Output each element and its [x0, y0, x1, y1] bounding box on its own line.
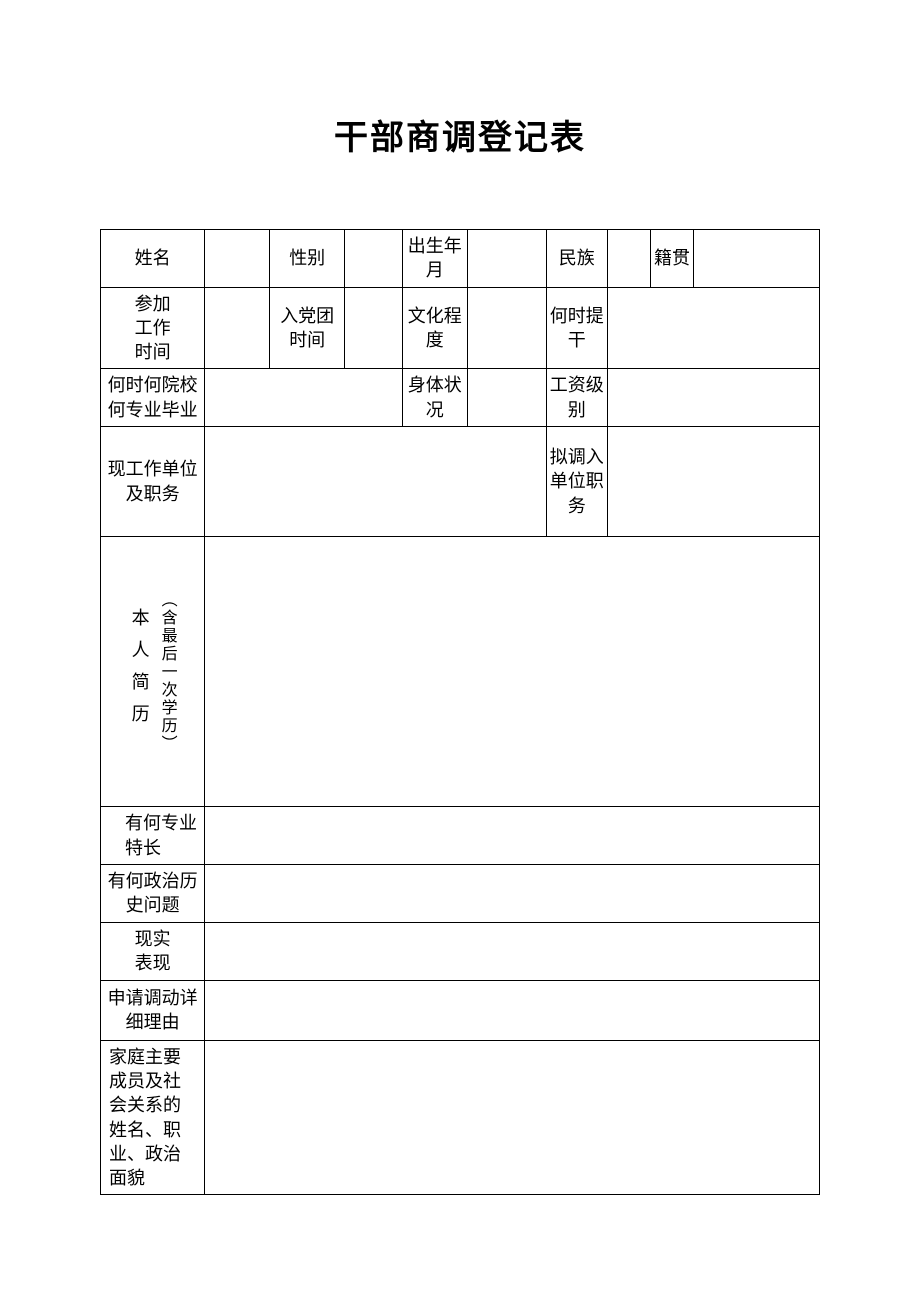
label-health: 身体状况	[402, 369, 467, 427]
value-party-time	[345, 287, 403, 369]
label-work-time: 参加 工作 时间	[101, 287, 205, 369]
value-target-job	[607, 427, 819, 537]
label-reason: 申请调动详细理由	[101, 980, 205, 1040]
value-native	[694, 230, 820, 288]
label-grad-school: 何时何院校何专业毕业	[101, 369, 205, 427]
label-family: 家庭主要成员及社会关系的姓名、职业、政治面貌	[101, 1040, 205, 1195]
value-health	[467, 369, 546, 427]
value-wage-level	[607, 369, 819, 427]
label-resume: 本人简历 （含最后一次学历）	[101, 537, 205, 807]
value-specialty	[205, 807, 820, 865]
value-grad-school	[205, 369, 403, 427]
value-work-time	[205, 287, 270, 369]
label-target-job: 拟调入单位职务	[546, 427, 607, 537]
value-current-job	[205, 427, 546, 537]
registration-table: 姓名 性别 出生年月 民族 籍贯 参加 工作 时间 入党团时间 文化程度 何时提…	[100, 229, 820, 1195]
label-performance: 现实 表现	[101, 922, 205, 980]
value-family	[205, 1040, 820, 1195]
value-gender	[345, 230, 403, 288]
value-promoted	[607, 287, 819, 369]
label-name: 姓名	[101, 230, 205, 288]
label-wage-level: 工资级别	[546, 369, 607, 427]
value-resume	[205, 537, 820, 807]
value-edu	[467, 287, 546, 369]
label-current-job: 现工作单位及职务	[101, 427, 205, 537]
value-reason	[205, 980, 820, 1040]
label-resume-main: 本人简历	[131, 608, 149, 736]
label-edu: 文化程度	[402, 287, 467, 369]
label-resume-note: （含最后一次学历）	[159, 591, 175, 753]
value-name	[205, 230, 270, 288]
label-specialty: 有何专业特长	[101, 807, 205, 865]
form-title: 干部商调登记表	[100, 110, 820, 159]
value-ethnic	[607, 230, 650, 288]
value-political	[205, 865, 820, 923]
label-ethnic: 民族	[546, 230, 607, 288]
label-native: 籍贯	[650, 230, 693, 288]
value-birth	[467, 230, 546, 288]
value-performance	[205, 922, 820, 980]
label-political: 有何政治历史问题	[101, 865, 205, 923]
label-party-time: 入党团时间	[269, 287, 344, 369]
label-promoted: 何时提干	[546, 287, 607, 369]
label-gender: 性别	[269, 230, 344, 288]
label-birth: 出生年月	[402, 230, 467, 288]
